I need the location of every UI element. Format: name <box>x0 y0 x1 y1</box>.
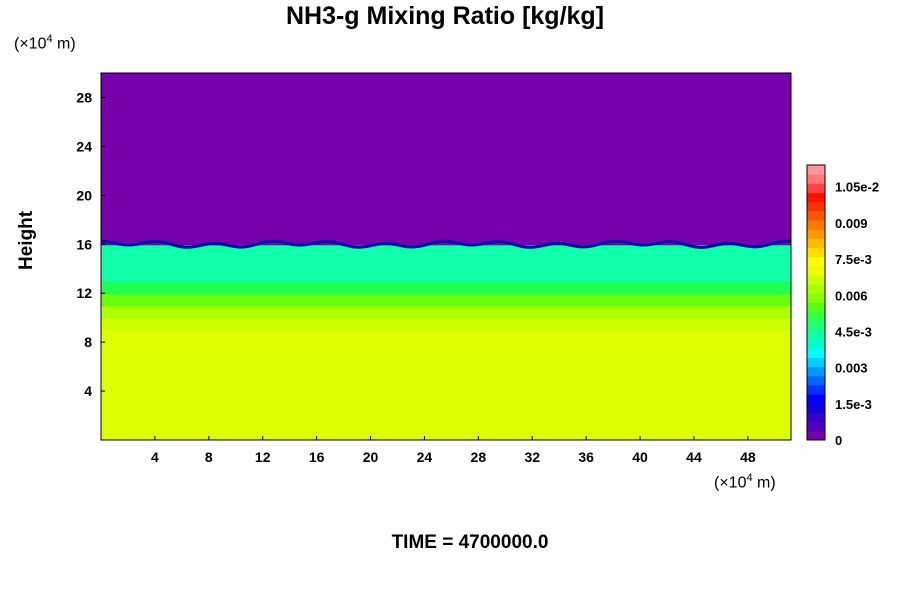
colorbar-swatch <box>807 311 825 322</box>
x-tick-label: 16 <box>309 449 325 465</box>
y-tick-label: 16 <box>76 236 92 252</box>
colorbar-swatch <box>807 293 825 303</box>
x-unit-suffix: m) <box>752 474 776 492</box>
y-axis-unit: (×104 m) <box>14 33 76 53</box>
x-tick-label: 4 <box>151 449 159 465</box>
time-value: 4700000.0 <box>458 532 549 553</box>
colorbar-swatch <box>807 284 825 294</box>
y-unit-prefix: (×10 <box>14 35 47 53</box>
field-layer-1 <box>101 316 791 331</box>
colorbar-swatch <box>807 210 825 221</box>
field-layer-0 <box>101 328 791 440</box>
field-layer-2 <box>101 304 791 319</box>
cloud-top-boundary <box>101 239 791 250</box>
colorbar-swatch <box>807 229 825 239</box>
colorbar-swatch <box>807 385 825 395</box>
field-layer-5 <box>101 243 791 282</box>
y-unit-suffix: m) <box>52 35 76 53</box>
colorbar-swatch <box>807 256 825 267</box>
y-tick-label: 8 <box>84 334 92 350</box>
heatmap-field <box>101 73 791 440</box>
x-tick-label: 28 <box>471 449 487 465</box>
y-tick-label: 12 <box>76 285 92 301</box>
x-unit-prefix: (×10 <box>714 474 747 492</box>
colorbar-label: 0 <box>835 433 842 448</box>
field-layer-4 <box>101 279 791 295</box>
y-tick-label: 24 <box>76 138 92 154</box>
y-unit-exponent: 4 <box>46 33 53 45</box>
colorbar: 0 1.5e-3 0.003 4.5e-3 0.006 7.5e-3 0.009 1.05e-… <box>806 164 879 448</box>
x-tick-label: 8 <box>205 449 213 465</box>
x-tick-label: 32 <box>524 449 540 465</box>
x-tick-label: 20 <box>363 449 379 465</box>
colorbar-swatch <box>807 247 825 258</box>
colorbar-swatch <box>807 375 825 386</box>
colorbar-label: 4.5e-3 <box>835 324 872 339</box>
y-tick-label: 20 <box>76 187 92 203</box>
x-tick-label: 40 <box>632 449 648 465</box>
x-unit-exponent: 4 <box>746 472 753 484</box>
colorbar-swatch <box>807 265 825 276</box>
time-label: TIME = <box>391 532 459 553</box>
y-tick-label: 4 <box>84 383 92 399</box>
colorbar-frame <box>806 164 826 441</box>
colorbar-swatch <box>807 366 825 377</box>
y-axis-ticks: 4 8 12 16 20 24 28 <box>76 89 105 399</box>
colorbar-swatch <box>807 403 825 413</box>
field-layer-3 <box>101 292 791 307</box>
x-tick-label: 36 <box>578 449 594 465</box>
colorbar-swatch <box>807 339 825 349</box>
colorbar-label: 0.003 <box>835 361 868 376</box>
colorbar-swatch <box>807 165 825 175</box>
colorbar-swatch <box>807 302 825 313</box>
colorbar-swatch <box>807 348 825 358</box>
x-tick-label: 48 <box>740 449 756 465</box>
colorbar-swatch <box>807 320 825 331</box>
x-tick-label: 12 <box>255 449 271 465</box>
colorbar-swatch <box>807 412 825 423</box>
colorbar-label: 7.5e-3 <box>835 252 872 267</box>
colorbar-swatch <box>807 357 825 368</box>
colorbar-swatch <box>807 174 825 184</box>
x-axis-ticks: 4 8 12 16 20 24 28 32 36 40 44 48 <box>151 436 756 465</box>
chart-title: NH3-g Mixing Ratio [kg/kg] <box>285 2 605 30</box>
colorbar-swatch <box>807 183 825 193</box>
colorbar-label: 1.5e-3 <box>835 397 872 412</box>
colorbar-swatch <box>807 394 825 404</box>
colorbar-swatch <box>807 421 825 432</box>
colorbar-swatch <box>807 330 825 340</box>
colorbar-swatch <box>807 238 825 248</box>
x-tick-label: 44 <box>686 449 702 465</box>
colorbar-label: 0.009 <box>835 216 868 231</box>
colorbar-swatch <box>807 430 825 441</box>
colorbar-label: 0.006 <box>835 288 868 303</box>
y-tick-label: 28 <box>76 89 92 105</box>
colorbar-label: 1.05e-2 <box>835 180 879 195</box>
x-axis-unit: (×104 m) <box>714 472 776 492</box>
x-tick-label: 24 <box>417 449 433 465</box>
colorbar-swatch <box>807 220 825 230</box>
plot-frame <box>100 72 792 441</box>
time-readout: TIME = 4700000.0 <box>0 532 900 554</box>
field-layer-6 <box>101 73 791 246</box>
colorbar-swatch <box>807 192 825 203</box>
colorbar-swatch <box>807 201 825 212</box>
colorbar-swatch <box>807 275 825 285</box>
